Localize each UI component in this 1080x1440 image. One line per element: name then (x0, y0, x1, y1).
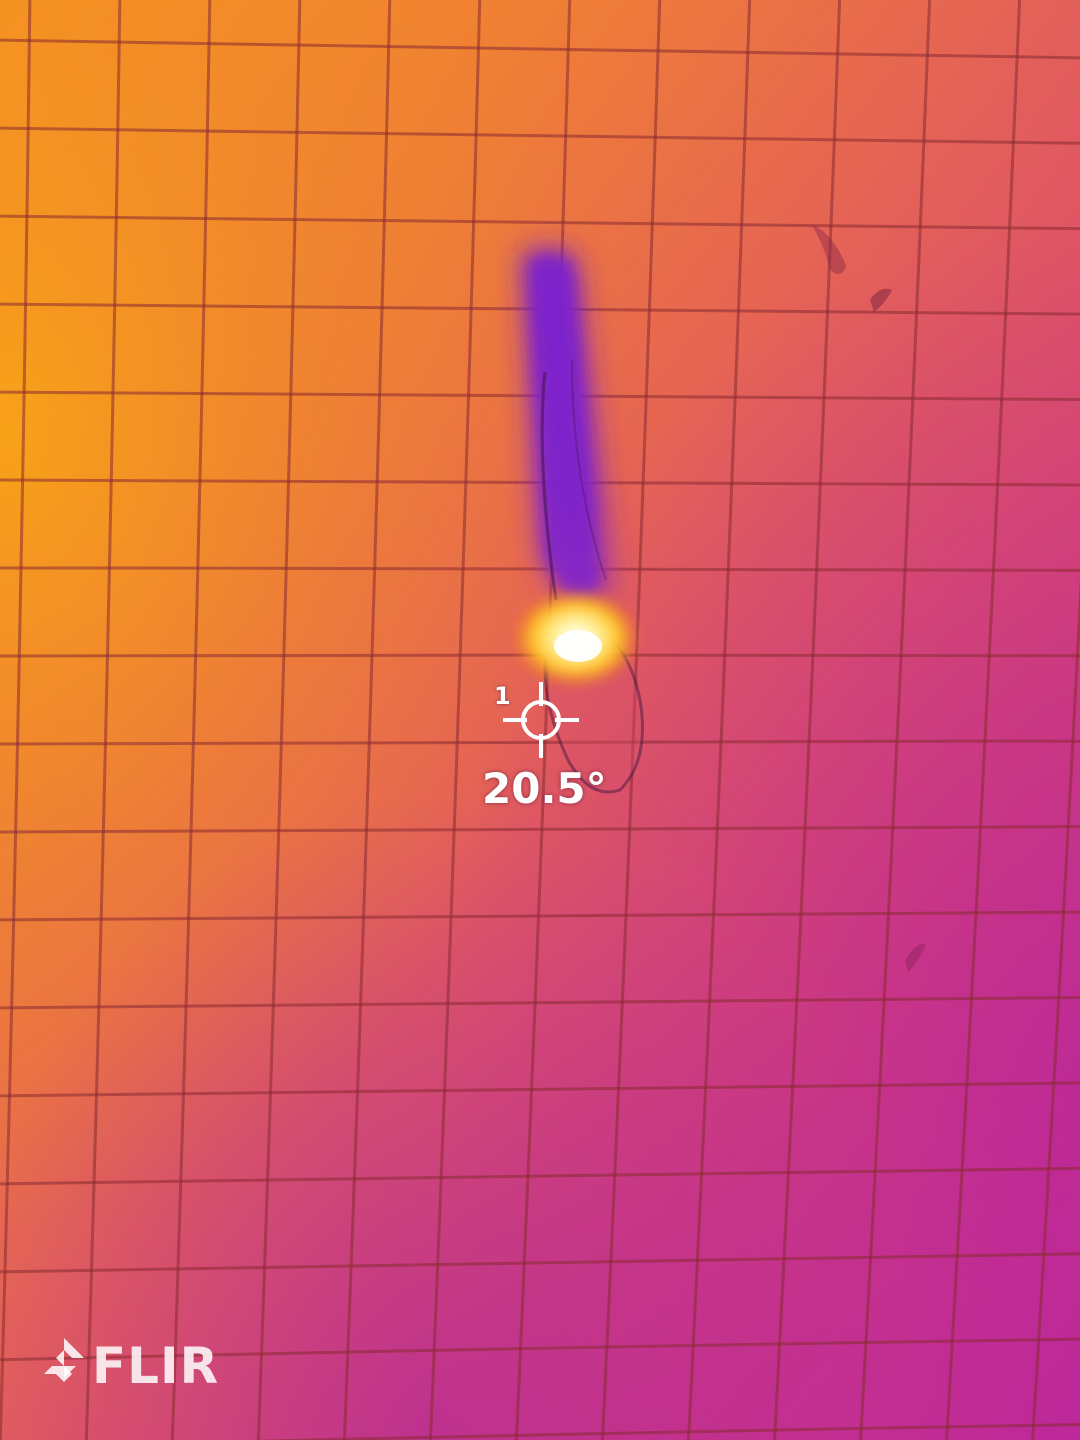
grout-line-horizontal (0, 566, 1080, 572)
grout-line-vertical (1031, 577, 1080, 1440)
grout-line-horizontal (0, 1081, 1080, 1098)
grout-line-vertical (84, 0, 122, 1440)
grout-line-vertical (687, 0, 752, 1440)
grout-line-horizontal (0, 1337, 1080, 1362)
grout-line-vertical (256, 0, 302, 1440)
flir-logo-text: FLIR (92, 1337, 220, 1395)
temperature-readout: 20.5° (482, 764, 607, 813)
grout-line-vertical (342, 0, 392, 1440)
grout-line-vertical (514, 0, 572, 1440)
grout-line-horizontal (249, 1423, 1080, 1440)
grout-line-vertical (945, 0, 1022, 1440)
grout-line-horizontal (0, 1166, 1080, 1186)
flir-diamond-icon (44, 1338, 84, 1382)
grout-line-horizontal (0, 825, 1080, 834)
grout-line-horizontal (0, 126, 1080, 145)
grout-line-vertical (600, 0, 662, 1440)
grout-line-vertical (428, 0, 482, 1440)
grout-line-vertical (773, 0, 842, 1440)
grout-line-horizontal (0, 1252, 1080, 1274)
grout-line-vertical (170, 0, 212, 1440)
grout-line-vertical (859, 0, 932, 1440)
flir-logo: FLIR (40, 1334, 219, 1398)
grout-line-vertical (0, 0, 32, 1440)
spot-number-label: 1 (494, 682, 511, 710)
grout-line-horizontal (0, 995, 1080, 1010)
grout-line-horizontal (0, 214, 1080, 231)
crosshair-icon (503, 682, 579, 758)
